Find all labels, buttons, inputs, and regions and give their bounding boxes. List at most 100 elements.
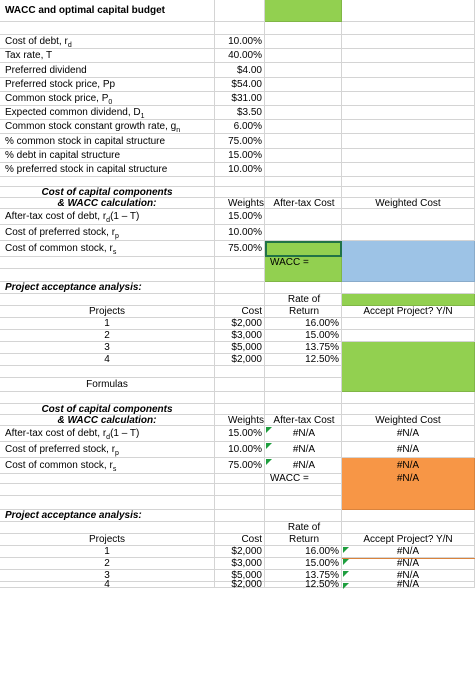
grid-cell[interactable] (265, 63, 342, 78)
grid-cell[interactable] (265, 558, 342, 570)
grid-cell[interactable] (0, 257, 215, 269)
grid-cell[interactable] (215, 306, 265, 318)
grid-cell[interactable] (215, 426, 265, 442)
grid-cell[interactable] (215, 22, 265, 35)
grid-cell[interactable] (215, 496, 265, 510)
grid-cell[interactable] (215, 294, 265, 306)
grid-cell[interactable] (0, 209, 215, 225)
grid-cell[interactable] (0, 415, 215, 426)
grid-cell[interactable] (265, 282, 342, 294)
grid-cell[interactable] (342, 225, 475, 241)
grid-cell[interactable] (215, 415, 265, 426)
grid-cell[interactable] (265, 496, 342, 510)
grid-cell[interactable] (215, 318, 265, 330)
grid-cell[interactable] (265, 534, 342, 546)
grid-cell[interactable] (0, 77, 215, 92)
aftertax-cells[interactable] (265, 257, 342, 282)
grid-cell[interactable] (265, 148, 342, 163)
grid-cell[interactable] (342, 187, 475, 198)
grid-cell[interactable] (342, 91, 475, 106)
grid-cell[interactable] (265, 209, 342, 225)
grid-cell[interactable] (265, 366, 342, 378)
grid-cell[interactable] (342, 22, 475, 35)
grid-cell[interactable] (0, 496, 215, 510)
grid-cell[interactable] (342, 209, 475, 225)
grid-cell[interactable] (265, 522, 342, 534)
grid-cell[interactable] (0, 484, 215, 496)
grid-cell[interactable] (215, 378, 265, 392)
grid-cell[interactable] (0, 404, 215, 415)
grid-cell[interactable] (265, 318, 342, 330)
grid-cell[interactable] (0, 558, 215, 570)
grid-cell[interactable] (342, 0, 475, 22)
accept-cells[interactable] (342, 342, 475, 392)
grid-cell[interactable] (342, 77, 475, 92)
grid-cell[interactable] (215, 269, 265, 282)
grid-cell[interactable] (0, 522, 215, 534)
grid-cell[interactable] (215, 474, 265, 484)
grid-cell[interactable] (265, 474, 342, 484)
grid-cell[interactable] (265, 77, 342, 92)
grid-cell[interactable] (215, 162, 265, 177)
grid-cell[interactable] (265, 225, 342, 241)
grid-cell[interactable] (215, 148, 265, 163)
grid-cell[interactable] (0, 442, 215, 458)
grid-cell[interactable] (265, 458, 342, 474)
grid-cell[interactable] (0, 134, 215, 149)
grid-cell[interactable] (265, 510, 342, 522)
grid-cell[interactable] (265, 162, 342, 177)
error-flag-icon[interactable] (343, 547, 349, 553)
grid-cell[interactable] (265, 342, 342, 354)
grid-cell[interactable] (265, 120, 342, 135)
grid-cell[interactable] (342, 318, 475, 330)
grid-cell[interactable] (215, 534, 265, 546)
grid-cell[interactable] (0, 392, 215, 404)
grid-cell[interactable] (342, 162, 475, 177)
grid-cell[interactable] (0, 546, 215, 558)
grid-cell[interactable] (215, 209, 265, 225)
grid-cell[interactable] (215, 106, 265, 121)
grid-cell[interactable] (215, 392, 265, 404)
error-flag-icon[interactable] (343, 583, 349, 589)
grid-cell[interactable] (265, 198, 342, 209)
aftertax-cell-debt[interactable] (265, 241, 342, 257)
grid-cell[interactable] (215, 522, 265, 534)
grid-cell[interactable] (0, 198, 215, 209)
grid-cell[interactable] (0, 106, 215, 121)
grid-cell[interactable] (0, 534, 215, 546)
grid-cell[interactable] (265, 392, 342, 404)
grid-cell[interactable] (215, 366, 265, 378)
grid-cell[interactable] (215, 35, 265, 50)
grid-cell[interactable] (215, 91, 265, 106)
grid-cell[interactable] (265, 294, 342, 306)
grid-cell[interactable] (265, 187, 342, 198)
weighted-cost-formula-area[interactable] (342, 458, 475, 510)
grid-cell[interactable] (342, 510, 475, 522)
grid-cell[interactable] (265, 415, 342, 426)
grid-cell[interactable] (265, 177, 342, 187)
grid-cell[interactable] (215, 120, 265, 135)
grid-cell[interactable] (215, 484, 265, 496)
grid-cell[interactable] (342, 282, 475, 294)
grid-cell[interactable] (0, 63, 215, 78)
grid-cell[interactable] (342, 134, 475, 149)
grid-cell[interactable] (215, 404, 265, 415)
grid-cell[interactable] (215, 63, 265, 78)
grid-cell[interactable] (215, 77, 265, 92)
grid-cell[interactable] (0, 474, 215, 484)
grid-cell[interactable] (215, 187, 265, 198)
grid-cell[interactable] (0, 35, 215, 50)
error-flag-icon[interactable] (343, 559, 349, 565)
error-flag-icon[interactable] (266, 443, 272, 449)
grid-cell[interactable] (215, 342, 265, 354)
grid-cell[interactable] (265, 404, 342, 415)
grid-cell[interactable] (215, 458, 265, 474)
error-flag-icon[interactable] (343, 571, 349, 577)
grid-cell[interactable] (215, 546, 265, 558)
grid-cell[interactable] (215, 49, 265, 64)
grid-cell[interactable] (265, 35, 342, 50)
grid-cell[interactable] (215, 225, 265, 241)
grid-cell[interactable] (265, 570, 342, 582)
error-flag-icon[interactable] (266, 459, 272, 465)
weighted-cost-area[interactable] (342, 241, 475, 282)
